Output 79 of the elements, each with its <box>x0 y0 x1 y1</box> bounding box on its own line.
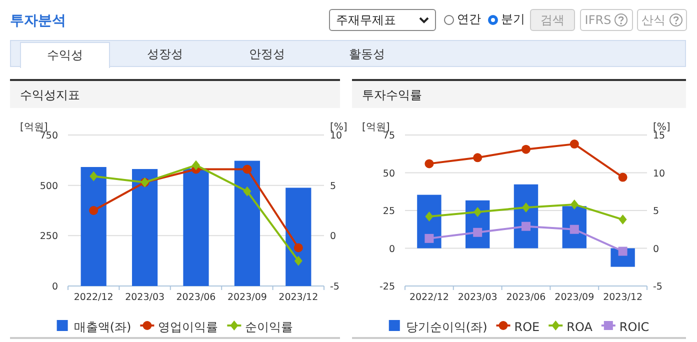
text: 분기 <box>501 11 525 28</box>
y-tick-label: 25 <box>382 206 395 217</box>
y2-tick-label: 10 <box>653 168 666 180</box>
chart-title: 수익성지표 <box>20 88 80 102</box>
x-tick-label: 2023/12 <box>603 292 643 303</box>
legend-label: ROA <box>566 320 594 334</box>
point <box>618 214 627 225</box>
y2-axis-title: [%] <box>653 122 670 133</box>
x-tick-label: 2023/03 <box>458 292 498 303</box>
point <box>570 199 578 210</box>
point <box>522 144 530 154</box>
y-axis-title: [억원] <box>20 122 48 133</box>
y-tick-label: 50 <box>382 168 395 180</box>
y2-tick-label: 5 <box>653 206 660 217</box>
y-tick-label: 500 <box>40 180 58 192</box>
bar <box>132 169 158 286</box>
legend-label: 순이익률 <box>245 320 294 334</box>
y2-tick-label: 0 <box>653 244 660 255</box>
point <box>243 186 252 196</box>
point <box>424 159 434 168</box>
point <box>89 206 98 215</box>
text: 주재무제표 <box>336 12 396 28</box>
text: IFRS <box>584 13 612 27</box>
point <box>294 256 302 266</box>
y-tick-label: 250 <box>40 231 58 242</box>
point <box>90 171 98 182</box>
x-tick-label: 2023/09 <box>554 292 594 303</box>
legend-label: 당기순이익(좌) <box>406 320 488 334</box>
y2-tick-label: 15 <box>653 130 666 142</box>
x-tick-label: 2023/06 <box>176 292 216 303</box>
legend-label: 영업이익률 <box>158 320 218 334</box>
point <box>192 160 200 170</box>
point <box>425 212 434 222</box>
point <box>522 222 530 231</box>
chart-title: 투자수익률 <box>362 88 422 102</box>
y-axis-title: [억원] <box>362 122 390 133</box>
bar <box>234 160 260 286</box>
legend-label: 매출액(좌) <box>74 320 132 334</box>
x-tick-label: 2022/12 <box>74 292 114 303</box>
point <box>618 172 628 182</box>
text: 검색 <box>540 12 564 28</box>
y-tick-label: 0 <box>388 244 395 255</box>
y-tick-label: -25 <box>379 282 395 292</box>
bar <box>80 167 106 286</box>
legend-label: ROIC <box>619 320 650 334</box>
point <box>474 207 482 218</box>
text: 투자분석 <box>10 12 66 30</box>
point <box>242 164 252 174</box>
bar <box>286 188 312 286</box>
text: 수익성 <box>20 42 110 68</box>
x-tick-label: 2023/09 <box>227 292 267 303</box>
x-tick-label: 2023/03 <box>125 292 165 303</box>
y2-tick-label: 10 <box>330 130 342 142</box>
text: 안정성 <box>248 46 286 62</box>
legend-label: ROE <box>514 320 540 334</box>
y2-axis-title: [%] <box>330 122 348 133</box>
x-tick-label: 2022/12 <box>409 292 449 303</box>
point <box>473 228 482 237</box>
text: 산식 <box>642 12 666 28</box>
text: 활동성 <box>348 46 386 62</box>
y-tick-label: 75 <box>382 130 395 142</box>
point <box>424 234 434 243</box>
x-tick-label: 2023/06 <box>506 292 546 303</box>
x-tick-label: 2023/12 <box>278 292 318 303</box>
text: 연간 <box>457 11 481 28</box>
y2-tick-label: -5 <box>330 282 340 292</box>
point <box>473 153 482 162</box>
y-tick-label: 750 <box>40 130 58 142</box>
point <box>294 243 303 252</box>
point <box>522 202 530 212</box>
y2-tick-label: 0 <box>330 231 336 242</box>
point <box>618 246 628 256</box>
bar <box>183 168 209 286</box>
y-tick-label: 0 <box>52 282 58 292</box>
point <box>570 224 579 234</box>
y2-tick-label: -5 <box>653 282 662 292</box>
point <box>570 140 579 149</box>
text: 성장성 <box>146 46 184 62</box>
y2-tick-label: 5 <box>330 180 336 192</box>
